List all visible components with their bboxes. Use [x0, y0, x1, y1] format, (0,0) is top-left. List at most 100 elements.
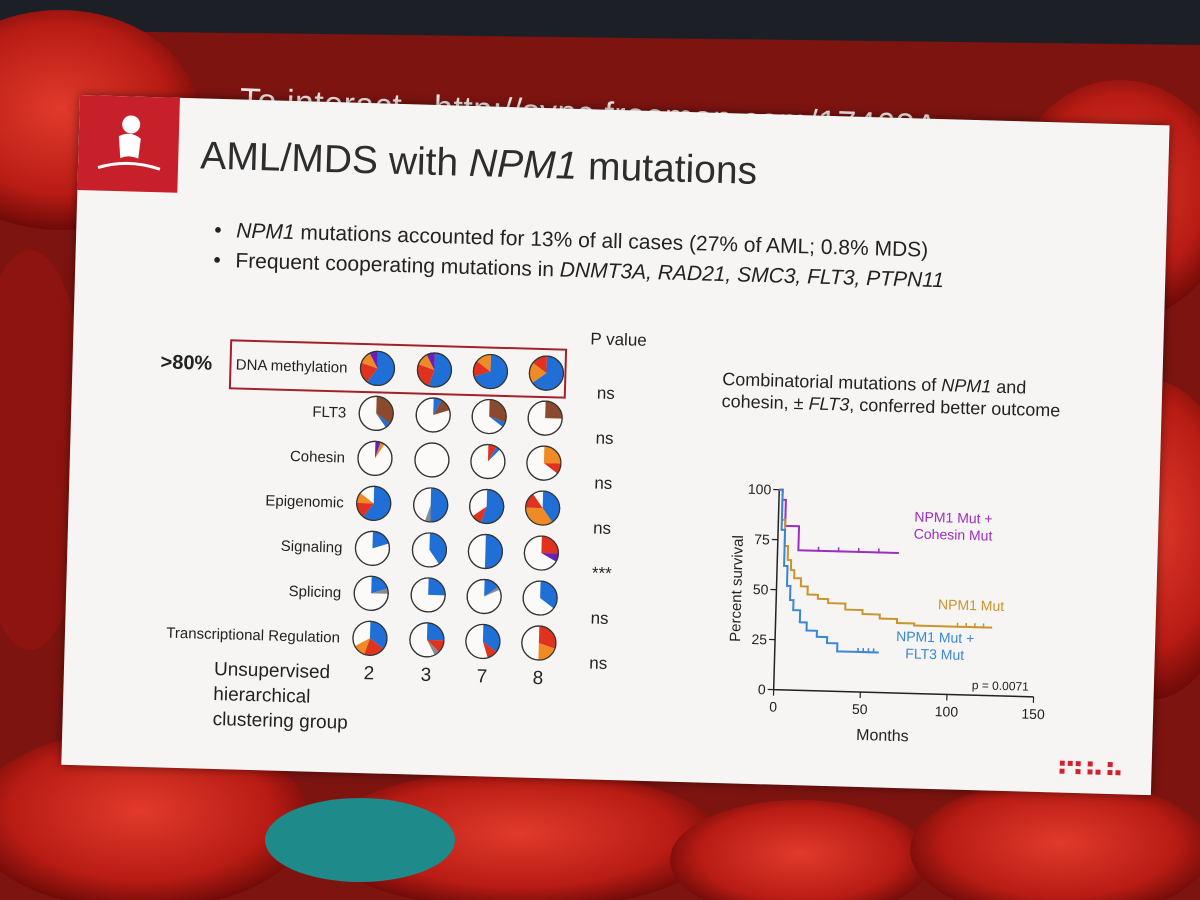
row-label: Epigenomic — [265, 492, 344, 511]
pie-slice — [540, 581, 558, 609]
pie-outline — [523, 535, 559, 571]
group-label: 2 — [363, 663, 374, 684]
pie-slice — [538, 626, 556, 649]
pie-slice — [541, 553, 559, 562]
y-tick-label: 50 — [753, 581, 769, 597]
pie-slice — [426, 353, 435, 371]
series-label: Cohesin Mut — [914, 525, 993, 543]
series-label: NPM1 Mut + — [914, 508, 993, 526]
pie-slice — [525, 507, 553, 526]
pie-slice — [369, 621, 387, 649]
pie-outline — [352, 620, 388, 656]
group-axis-label: clustering group — [212, 709, 348, 734]
pie-slice — [545, 401, 563, 419]
logo-icon — [77, 95, 180, 193]
pie-slice — [371, 588, 389, 594]
virus-shape — [265, 798, 455, 882]
row-label: DNA methylation — [236, 356, 348, 376]
pie-slice — [487, 446, 500, 462]
pie-slice — [541, 536, 559, 554]
pie-slice — [364, 638, 384, 656]
pie-outline — [356, 485, 392, 521]
p-value: ns — [590, 608, 608, 627]
pie-outline — [465, 623, 501, 660]
pie-slice — [484, 534, 503, 569]
pie-slice — [543, 446, 561, 464]
pie-outline — [472, 353, 509, 390]
slide: AML/MDS with NPM1 mutations • NPM1 mutati… — [61, 95, 1170, 796]
pie-outline — [416, 352, 453, 388]
pie-outline — [353, 575, 389, 611]
axes — [772, 489, 1034, 698]
series-label: NPM1 Mut + — [896, 628, 975, 646]
row-label: FLT3 — [312, 404, 346, 422]
pie-slice — [376, 413, 390, 428]
row-label: Cohesin — [290, 448, 346, 467]
pie-outline — [526, 445, 562, 481]
survival-curve — [779, 488, 899, 555]
pie-slice — [367, 351, 395, 386]
pie-outline — [414, 442, 450, 478]
pie-slice — [474, 354, 508, 389]
series-label: NPM1 Mut — [938, 596, 1005, 614]
highlight-box — [228, 339, 568, 399]
pie-slice — [426, 622, 444, 641]
pie-outline — [466, 578, 502, 615]
pie-slice — [473, 361, 491, 377]
pie-slice — [433, 397, 442, 415]
pie-slice — [363, 486, 391, 521]
y-axis-label: Percent survival — [727, 535, 747, 642]
pie-slice — [371, 576, 388, 594]
pvalue-header: P value — [590, 329, 647, 350]
pie-outline — [522, 580, 558, 616]
series-label: FLT3 Mut — [905, 645, 964, 663]
pie-slice — [538, 643, 555, 661]
pie-slice — [429, 532, 447, 564]
survival-curve — [779, 488, 879, 654]
pie-slice — [487, 444, 497, 462]
survival-chart: 0 25 50 75 100 0 50 100 150 Months Percent surviva… — [727, 481, 1045, 746]
x-axis-label: Months — [856, 727, 909, 745]
pie-slice — [426, 639, 439, 656]
y-tick-label: 75 — [754, 531, 770, 547]
y-tick-label: 25 — [751, 631, 767, 647]
pie-outline — [415, 397, 451, 433]
x-tick-label: 50 — [852, 701, 868, 717]
pie-outline — [411, 532, 448, 568]
pie-slice — [489, 399, 507, 423]
pie-outline — [410, 577, 446, 613]
pie-outline — [409, 622, 445, 658]
pie-slice — [426, 639, 444, 652]
pie-slice — [472, 506, 487, 523]
p-value: ns — [594, 474, 612, 493]
pie-slice — [484, 586, 500, 597]
x-tick-label: 0 — [769, 698, 777, 714]
row-label: Signaling — [281, 538, 343, 557]
pie-slice — [476, 354, 491, 372]
pie-outline — [525, 490, 561, 526]
pie-outline — [469, 488, 505, 525]
pie-slice — [482, 641, 497, 658]
pie-slice — [428, 577, 446, 596]
highlight-label: >80% — [160, 351, 213, 374]
group-label: 7 — [476, 666, 487, 687]
x-tick-label: 100 — [935, 703, 959, 720]
pie-outline — [357, 440, 393, 476]
pie-slice — [428, 353, 452, 387]
pie-outline — [528, 355, 565, 391]
p-value: ns — [589, 653, 607, 672]
pie-slice — [489, 416, 506, 427]
survival-curve — [779, 488, 993, 629]
pie-slice — [424, 504, 431, 522]
group-axis-label: Unsupervised — [214, 659, 331, 683]
pie-outline — [413, 487, 449, 523]
p-value: ns — [597, 384, 615, 403]
p-value: *** — [592, 563, 613, 583]
mll-logo-icon — [1059, 760, 1121, 776]
pie-slice — [529, 362, 547, 383]
pie-outline — [527, 400, 563, 436]
y-tick-label: 0 — [758, 681, 766, 697]
p-value: ns — [593, 518, 611, 537]
p-value-annotation: p = 0.0071 — [972, 678, 1030, 694]
pie-slice — [356, 492, 374, 504]
